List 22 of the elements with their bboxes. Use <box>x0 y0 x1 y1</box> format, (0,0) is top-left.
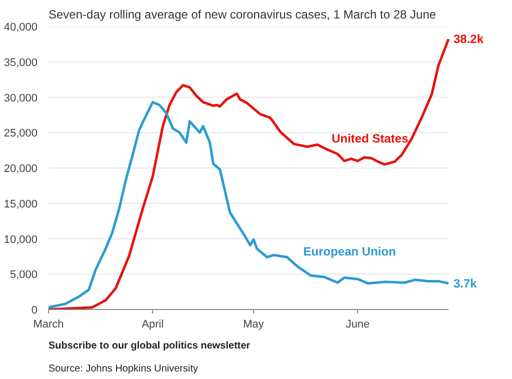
y-tick-label: 25,000 <box>4 128 38 140</box>
y-tick-label: 5,000 <box>10 269 38 282</box>
line-series <box>48 38 450 310</box>
y-tick-label: 15,000 <box>4 198 38 210</box>
x-tick-label: March <box>33 318 64 330</box>
y-tick-label: 20,000 <box>4 163 38 175</box>
x-tick-label: April <box>142 318 164 330</box>
text: Subscribe to our global politics newsletter <box>48 340 250 352</box>
line-series <box>48 100 450 309</box>
y-tick-label: 0 <box>31 304 38 316</box>
series-label: United States <box>332 132 409 146</box>
y-tick-label: 30,000 <box>4 92 38 104</box>
data-label: 38.2k <box>454 32 484 46</box>
x-tick-label: June <box>346 318 370 330</box>
y-tick-label: 35,000 <box>4 56 38 69</box>
x-tick-label: May <box>243 318 264 330</box>
y-tick-label: 10,000 <box>4 234 38 246</box>
chart-title: Seven-day rolling average of new coronavirus cases, 1 March to 28 June <box>48 8 436 22</box>
series-label: European Union <box>303 244 396 259</box>
source-note: Source: Johns Hopkins University <box>48 364 198 374</box>
data-label: 3.7k <box>454 276 478 290</box>
y-tick-label: 40,000 <box>4 22 38 34</box>
